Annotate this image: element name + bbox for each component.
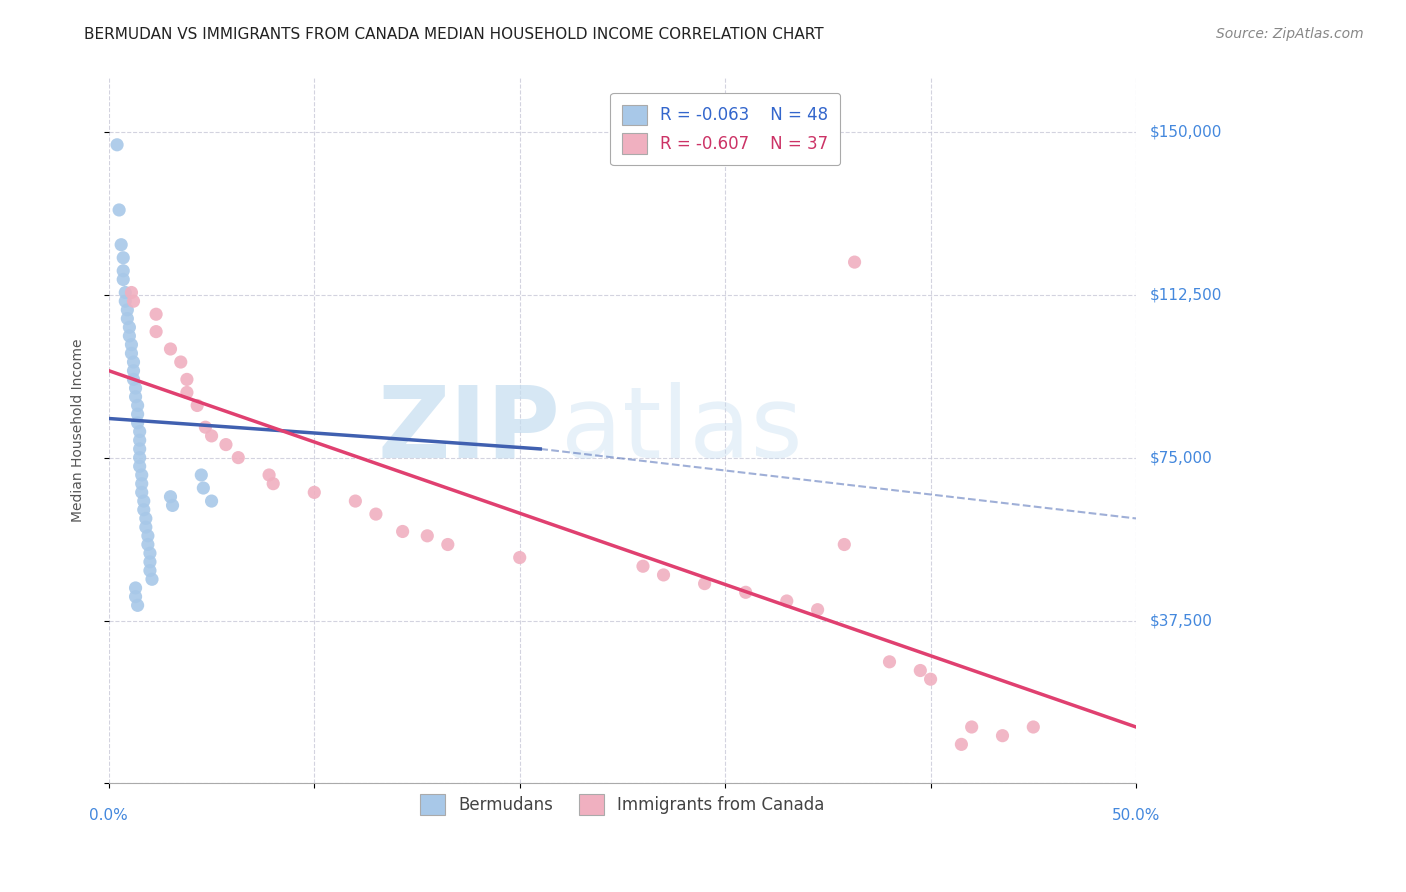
Point xyxy=(131,468,153,483)
Point xyxy=(124,581,146,595)
Point xyxy=(159,490,181,504)
Point xyxy=(122,364,145,378)
Point xyxy=(112,272,135,286)
Point xyxy=(127,599,149,613)
Point xyxy=(139,555,162,569)
Point xyxy=(176,385,198,400)
Point xyxy=(139,546,162,560)
Point xyxy=(120,346,142,360)
Point xyxy=(122,372,145,386)
Point xyxy=(776,594,799,608)
Point xyxy=(910,664,932,678)
Legend: Bermudans, Immigrants from Canada: Bermudans, Immigrants from Canada xyxy=(411,784,834,824)
Text: atlas: atlas xyxy=(561,382,803,479)
Point xyxy=(145,307,167,321)
Point xyxy=(131,476,153,491)
Point xyxy=(200,494,222,508)
Point xyxy=(136,529,159,543)
Point xyxy=(127,407,149,421)
Point xyxy=(693,576,716,591)
Point xyxy=(136,537,159,551)
Point xyxy=(122,294,145,309)
Point xyxy=(114,285,136,300)
Point xyxy=(226,450,249,465)
Point xyxy=(132,502,155,516)
Point xyxy=(176,372,198,386)
Point xyxy=(145,325,167,339)
Point xyxy=(114,294,136,309)
Point xyxy=(391,524,413,539)
Text: $75,000: $75,000 xyxy=(1150,450,1212,465)
Text: BERMUDAN VS IMMIGRANTS FROM CANADA MEDIAN HOUSEHOLD INCOME CORRELATION CHART: BERMUDAN VS IMMIGRANTS FROM CANADA MEDIA… xyxy=(84,27,824,42)
Point xyxy=(128,425,150,439)
Point xyxy=(879,655,901,669)
Point xyxy=(118,329,141,343)
Point xyxy=(112,264,135,278)
Point xyxy=(215,437,238,451)
Point xyxy=(960,720,983,734)
Point xyxy=(112,251,135,265)
Point xyxy=(920,672,942,686)
Point xyxy=(127,399,149,413)
Point xyxy=(118,320,141,334)
Point xyxy=(117,311,139,326)
Text: 0.0%: 0.0% xyxy=(90,808,128,823)
Point xyxy=(734,585,756,599)
Point xyxy=(141,572,163,586)
Text: $37,500: $37,500 xyxy=(1150,613,1213,628)
Point xyxy=(128,442,150,456)
Point xyxy=(159,342,181,356)
Point xyxy=(132,494,155,508)
Text: Source: ZipAtlas.com: Source: ZipAtlas.com xyxy=(1216,27,1364,41)
Y-axis label: Median Household Income: Median Household Income xyxy=(72,339,86,522)
Point xyxy=(807,603,830,617)
Point xyxy=(120,337,142,351)
Point xyxy=(124,590,146,604)
Text: $150,000: $150,000 xyxy=(1150,124,1222,139)
Point xyxy=(124,390,146,404)
Point xyxy=(135,520,157,534)
Point xyxy=(128,434,150,448)
Text: ZIP: ZIP xyxy=(378,382,561,479)
Point xyxy=(162,499,184,513)
Point xyxy=(991,729,1014,743)
Point xyxy=(127,416,149,430)
Point xyxy=(170,355,193,369)
Text: 50.0%: 50.0% xyxy=(1112,808,1160,823)
Point xyxy=(186,399,208,413)
Point xyxy=(131,485,153,500)
Point xyxy=(139,564,162,578)
Point xyxy=(437,537,460,551)
Point xyxy=(832,537,855,551)
Point xyxy=(364,507,387,521)
Point xyxy=(124,381,146,395)
Point xyxy=(950,738,973,752)
Point xyxy=(110,237,132,252)
Point xyxy=(652,568,675,582)
Point xyxy=(117,302,139,317)
Point xyxy=(128,450,150,465)
Point xyxy=(844,255,866,269)
Point xyxy=(262,476,284,491)
Point xyxy=(122,355,145,369)
Point xyxy=(631,559,654,574)
Point xyxy=(257,468,280,483)
Point xyxy=(128,459,150,474)
Point xyxy=(509,550,531,565)
Point xyxy=(108,202,131,217)
Text: $112,500: $112,500 xyxy=(1150,287,1222,302)
Point xyxy=(193,481,215,495)
Point xyxy=(304,485,326,500)
Point xyxy=(190,468,212,483)
Point xyxy=(135,511,157,525)
Point xyxy=(416,529,439,543)
Point xyxy=(1022,720,1045,734)
Point xyxy=(105,137,128,152)
Point xyxy=(120,285,142,300)
Point xyxy=(344,494,367,508)
Point xyxy=(200,429,222,443)
Point xyxy=(194,420,217,434)
